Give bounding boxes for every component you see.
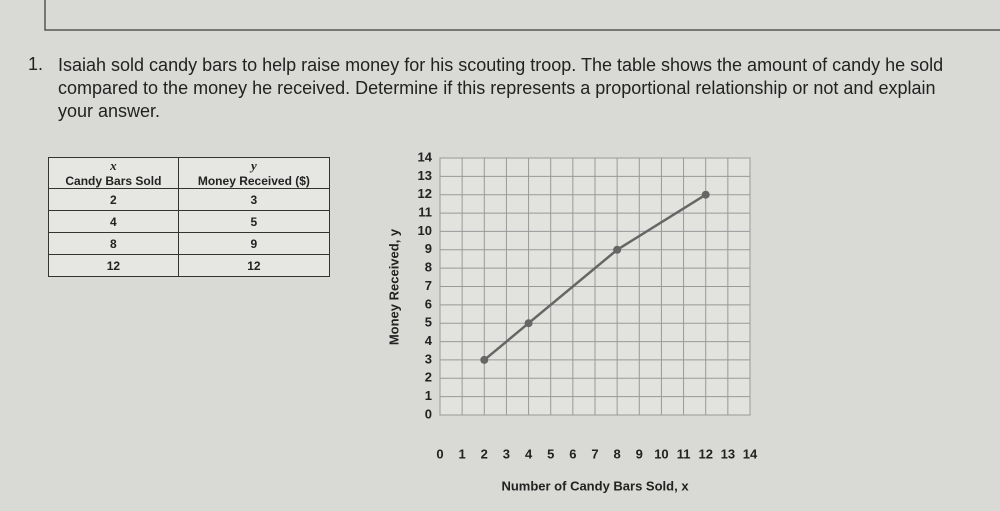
header-cell: y Money Received ($)	[177, 157, 331, 189]
y-tick-label: 10	[418, 223, 432, 238]
x-tick-label: 9	[636, 446, 643, 461]
table-row: 12 12	[48, 254, 331, 277]
x-tick-label: 2	[481, 446, 488, 461]
data-point	[613, 245, 622, 254]
variable: x	[110, 158, 117, 173]
header-text: Money Received ($)	[197, 174, 310, 188]
x-tick-label: 12	[698, 446, 712, 461]
y-tick-label: 2	[425, 370, 432, 385]
x-tick-label: 0	[436, 446, 443, 461]
y-tick-label: 6	[425, 296, 432, 311]
x-tick-label: 11	[677, 446, 691, 461]
header-text: Candy Bars Sold	[65, 174, 162, 188]
y-tick-label: 12	[418, 186, 432, 201]
data-line	[483, 193, 707, 361]
y-tick-label: 9	[425, 241, 432, 256]
x-tick-label: 3	[503, 446, 510, 461]
variable: y	[251, 158, 257, 173]
data-point	[480, 355, 489, 364]
table-cell: 12	[48, 254, 179, 277]
question-number: 1.	[28, 54, 44, 74]
data-point	[701, 190, 710, 199]
y-tick-label: 1	[425, 388, 432, 403]
y-tick-label: 0	[425, 406, 432, 421]
x-axis-title: Number of Candy Bars Sold, x	[501, 478, 689, 493]
y-tick-label: 13	[418, 168, 432, 183]
top-box	[44, 0, 1000, 31]
y-tick-label: 8	[425, 260, 432, 275]
x-tick-label: 4	[525, 446, 533, 461]
x-tick-label: 10	[654, 446, 668, 461]
x-tick-label: 14	[743, 446, 758, 461]
x-tick-label: 7	[591, 446, 598, 461]
y-tick-label: 5	[425, 315, 432, 330]
question-text: Isaiah sold candy bars to help raise mon…	[58, 55, 944, 121]
y-axis-title: Money Received, y	[386, 228, 401, 345]
x-tick-label: 5	[547, 446, 554, 461]
y-tick-label: 3	[425, 351, 432, 366]
header-cell: x Candy Bars Sold	[48, 157, 179, 189]
x-tick-label: 8	[614, 446, 621, 461]
table-cell: 12	[177, 254, 331, 277]
y-tick-label: 14	[418, 149, 433, 164]
y-tick-label: 11	[418, 205, 432, 220]
x-tick-label: 13	[721, 446, 735, 461]
y-tick-label: 7	[425, 278, 432, 293]
y-tick-label: 4	[425, 333, 433, 348]
data-point	[524, 319, 533, 328]
x-tick-label: 1	[459, 446, 466, 461]
x-tick-label: 6	[569, 446, 576, 461]
